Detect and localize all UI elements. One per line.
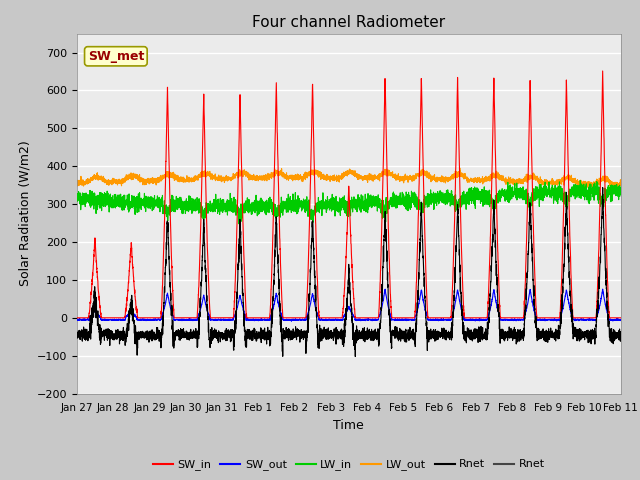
Text: SW_met: SW_met	[88, 50, 144, 63]
X-axis label: Time: Time	[333, 419, 364, 432]
Legend: SW_in, SW_out, LW_in, LW_out, Rnet, Rnet: SW_in, SW_out, LW_in, LW_out, Rnet, Rnet	[148, 455, 549, 475]
Title: Four channel Radiometer: Four channel Radiometer	[252, 15, 445, 30]
Y-axis label: Solar Radiation (W/m2): Solar Radiation (W/m2)	[18, 141, 31, 287]
